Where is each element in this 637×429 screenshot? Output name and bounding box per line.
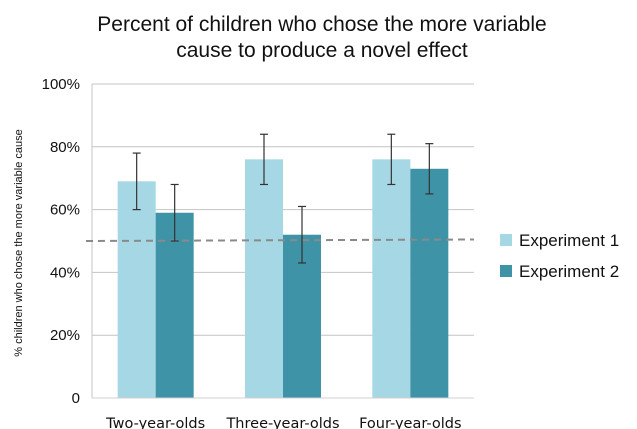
chart-title-line-1: Percent of children who chose the more v…	[97, 13, 546, 36]
legend-label: Experiment 2	[519, 262, 619, 281]
chart-title-line-2: cause to produce a novel effect	[176, 39, 468, 62]
bar	[155, 212, 194, 398]
bar	[372, 159, 411, 398]
legend-label: Experiment 1	[519, 231, 619, 250]
y-tick-label: 40%	[50, 264, 80, 281]
y-tick-label: 20%	[50, 327, 80, 344]
legend-swatch	[500, 265, 512, 277]
y-tick-label: 100%	[42, 76, 80, 93]
legend-swatch	[500, 234, 512, 246]
x-tick-label: Four-year-olds	[359, 416, 461, 429]
bar	[245, 159, 283, 398]
x-tick-label: Two-year-olds	[105, 416, 205, 429]
y-tick-label: 60%	[50, 202, 80, 219]
y-tick-label: 80%	[50, 139, 80, 156]
bar	[117, 181, 156, 398]
y-axis-label: % children who chose the more variable c…	[13, 129, 25, 356]
reference-line	[85, 238, 475, 242]
legend: Experiment 1 Experiment 2	[500, 231, 619, 281]
chart-title: Percent of children who chose the more v…	[97, 13, 546, 62]
bar	[410, 168, 449, 398]
y-tick-label: 0	[72, 390, 80, 407]
x-tick-label: Three-year-olds	[225, 416, 339, 429]
plot-area: 0 20% 40% 60% 80% 100% Two-year-olds Three-year…	[42, 76, 475, 429]
